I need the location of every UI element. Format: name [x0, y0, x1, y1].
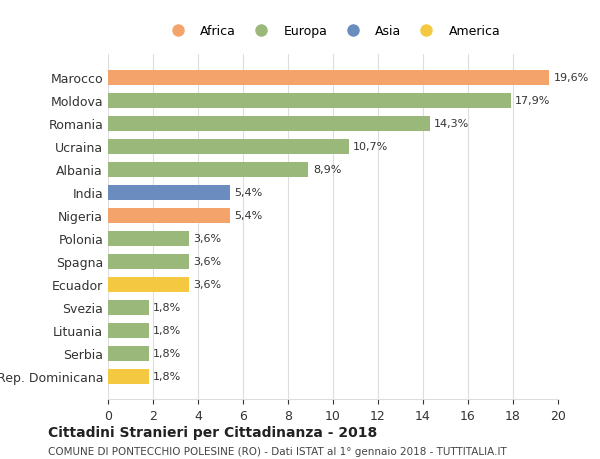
Bar — [108, 208, 229, 223]
Text: 10,7%: 10,7% — [353, 142, 389, 152]
Bar — [108, 277, 189, 292]
Bar — [108, 346, 149, 361]
Bar — [108, 185, 229, 200]
Text: Cittadini Stranieri per Cittadinanza - 2018: Cittadini Stranieri per Cittadinanza - 2… — [48, 425, 377, 439]
Text: 1,8%: 1,8% — [153, 348, 181, 358]
Text: 1,8%: 1,8% — [153, 325, 181, 336]
Bar — [108, 117, 430, 131]
Text: 19,6%: 19,6% — [554, 73, 589, 83]
Text: 5,4%: 5,4% — [234, 188, 262, 198]
Text: 5,4%: 5,4% — [234, 211, 262, 221]
Text: 3,6%: 3,6% — [193, 234, 221, 244]
Bar — [108, 140, 349, 154]
Legend: Africa, Europa, Asia, America: Africa, Europa, Asia, America — [160, 20, 506, 43]
Text: 3,6%: 3,6% — [193, 257, 221, 267]
Bar — [108, 71, 549, 86]
Bar — [108, 300, 149, 315]
Text: 1,8%: 1,8% — [153, 302, 181, 313]
Text: 1,8%: 1,8% — [153, 371, 181, 381]
Bar — [108, 162, 308, 177]
Bar — [108, 369, 149, 384]
Bar — [108, 254, 189, 269]
Text: 17,9%: 17,9% — [515, 96, 551, 106]
Text: 8,9%: 8,9% — [313, 165, 341, 175]
Bar — [108, 94, 511, 109]
Text: COMUNE DI PONTECCHIO POLESINE (RO) - Dati ISTAT al 1° gennaio 2018 - TUTTITALIA.: COMUNE DI PONTECCHIO POLESINE (RO) - Dat… — [48, 447, 507, 456]
Bar — [108, 231, 189, 246]
Bar — [108, 323, 149, 338]
Text: 14,3%: 14,3% — [434, 119, 470, 129]
Text: 3,6%: 3,6% — [193, 280, 221, 290]
